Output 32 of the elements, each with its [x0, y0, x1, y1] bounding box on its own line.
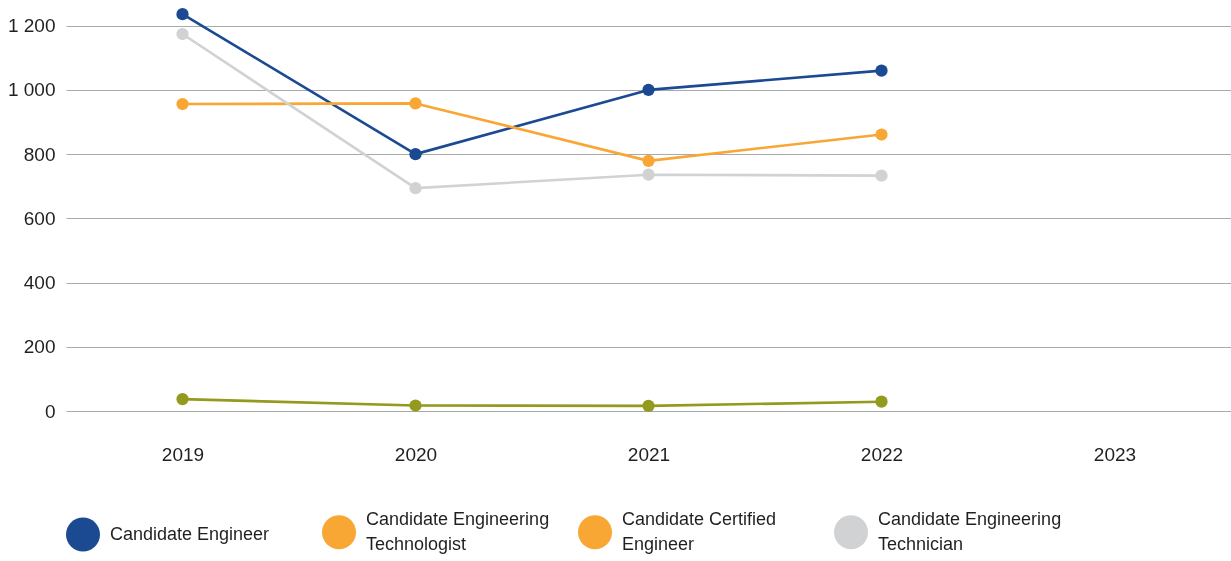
- y-tick-label: 400: [23, 272, 56, 294]
- legend-label: Candidate Engineering Technologist: [366, 508, 550, 554]
- y-tick-label: 600: [23, 207, 56, 229]
- point: [875, 395, 888, 408]
- x-tick-label: 2020: [394, 443, 438, 465]
- x-tick-label: 2023: [1093, 443, 1137, 465]
- point: [875, 64, 888, 77]
- point: [409, 182, 422, 195]
- legend-label: Candidate Engineer: [110, 523, 270, 544]
- point: [642, 83, 655, 97]
- point: [642, 399, 655, 412]
- legend-label: Candidate Engineering Technician: [878, 508, 1062, 554]
- point: [409, 97, 422, 110]
- point: [875, 169, 888, 182]
- x-tick-label: 2021: [627, 443, 671, 465]
- point: [642, 154, 655, 167]
- y-tick-label: 0: [44, 400, 56, 422]
- point: [176, 8, 189, 21]
- point: [875, 128, 888, 141]
- point: [409, 399, 422, 412]
- point: [409, 148, 422, 161]
- y-tick-label: 800: [23, 143, 56, 165]
- x-tick-label: 2019: [161, 443, 205, 465]
- y-tick-label: 1 200: [7, 15, 56, 37]
- point: [176, 393, 189, 406]
- legend-label: Candidate Certified Engineer: [622, 508, 777, 554]
- point: [176, 97, 189, 111]
- x-tick-label: 2022: [860, 443, 904, 465]
- point: [176, 27, 189, 41]
- y-tick-label: 200: [23, 336, 56, 358]
- point: [642, 168, 655, 181]
- y-tick-label: 1 000: [7, 79, 56, 101]
